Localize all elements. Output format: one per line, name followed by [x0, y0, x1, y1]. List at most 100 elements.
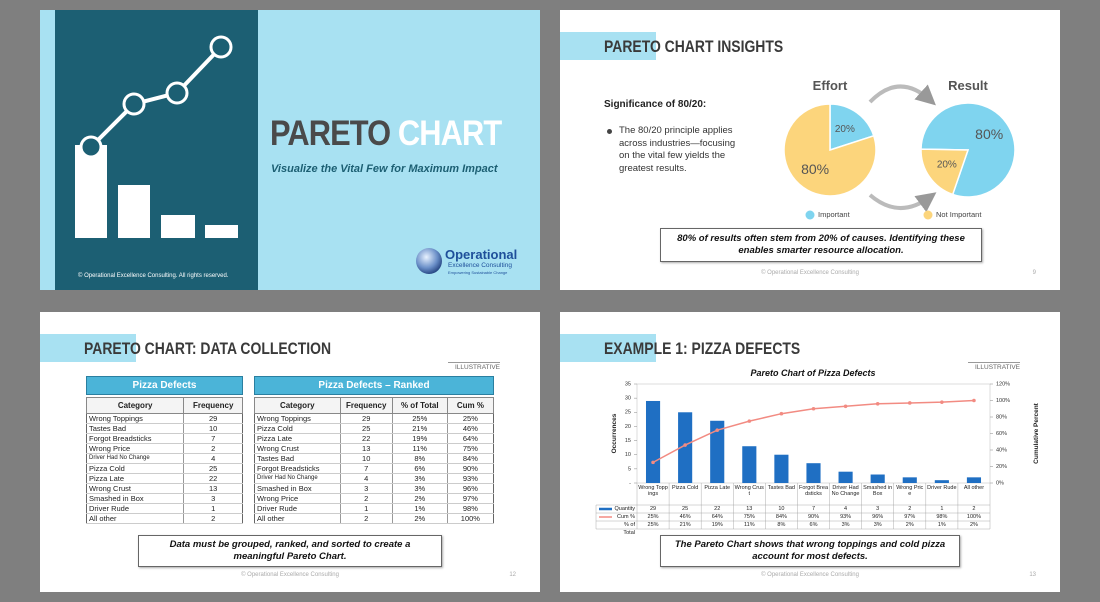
bar — [710, 420, 725, 483]
line-marker — [715, 428, 720, 432]
legend-label: Cum % — [616, 514, 635, 520]
table-cell: 96% — [872, 514, 884, 520]
slide-art: Effort 20% 80% Result 80% 20% Important Not Imp… — [783, 78, 1016, 220]
slide-title: EXAMPLE 1: PIZZA DEFECTS — [604, 339, 801, 358]
table-cell: 10 — [339, 453, 393, 464]
bar — [966, 477, 982, 483]
pie-title: Result — [948, 78, 988, 93]
table-cell: 75% — [446, 443, 494, 454]
line-marker — [940, 400, 944, 404]
header-cell: Category — [254, 397, 341, 414]
slide: PARETO CHART Visualize the Vital Few for… — [40, 10, 540, 290]
table-cell: 2% — [905, 522, 914, 528]
line-marker — [972, 398, 976, 403]
table-cell: 25% — [647, 514, 659, 520]
logo-line: Excellence Consulting — [448, 262, 512, 269]
line-marker — [875, 402, 880, 406]
table-cell: 29 — [339, 413, 393, 424]
table-cell: 25 — [183, 463, 243, 474]
pie-title: Effort — [813, 78, 848, 93]
table-cell: 2 — [339, 493, 393, 504]
table-cell: 11% — [391, 443, 448, 454]
table-cell: 97% — [904, 514, 916, 520]
pie-label: 80% — [801, 161, 829, 177]
chart-title: Pareto Chart of Pizza Defects — [750, 368, 875, 378]
page-number: 9 — [1032, 270, 1036, 276]
table-row: Driver Had No Change 4 3% 93% — [254, 473, 494, 484]
table-row: Forgot Breadsticks 7 — [86, 433, 243, 444]
table-title: Pizza Defects – Ranked — [254, 376, 494, 395]
arrow — [868, 192, 937, 213]
x-tick-label: Driver Had No Change — [831, 485, 860, 497]
table-cell: 13 — [183, 483, 243, 494]
table-cell: 2 — [972, 506, 976, 512]
icon-dot — [209, 35, 233, 59]
bar — [742, 446, 757, 483]
slide: Pareto Chart of Pizza Defects - 5 10 15 20 25 3… — [560, 312, 1060, 592]
pie-label: 20% — [835, 124, 855, 135]
table-cell: 3 — [339, 483, 393, 494]
table-cell: 25 — [682, 506, 689, 512]
logo-globe — [416, 248, 442, 274]
y2-tick-label: 60% — [996, 431, 1007, 437]
table-cell: 29 — [183, 413, 243, 424]
table-cell: 21% — [679, 522, 691, 528]
header-row: Category Frequency% of Total Cum % — [254, 397, 495, 414]
x-tick-label: Wrong Toppings — [638, 485, 668, 497]
footer: © Operational Excellence Consulting. All… — [78, 273, 229, 279]
table-cell: Forgot Breadsticks — [254, 463, 341, 474]
legend-label: Not Important — [936, 210, 982, 219]
table-cell: Pizza Late — [254, 433, 341, 444]
table-cell: 11% — [744, 522, 755, 528]
legend-label: Quantity — [614, 506, 635, 512]
table-cell: 90% — [807, 514, 819, 520]
x-tick-label: Tastes Bad — [767, 485, 795, 491]
table-cell: 64% — [446, 433, 494, 444]
footer: © Operational Excellence Consulting — [761, 572, 859, 578]
table-cell: 3% — [391, 473, 448, 484]
x-tick-label: Wrong Price — [896, 485, 924, 497]
x-tick-label: All other — [963, 485, 985, 491]
table-row: Tastes Bad 10 — [86, 423, 243, 434]
table-cell: 1 — [940, 506, 944, 512]
table-cell: 3% — [391, 483, 448, 494]
title-bar — [560, 334, 656, 362]
table-cell: 97% — [446, 493, 494, 504]
table-cell: Pizza Cold — [254, 423, 341, 434]
table-cell: 21% — [391, 423, 448, 434]
icon-bar — [75, 145, 107, 238]
line-marker — [747, 419, 752, 423]
bar — [902, 477, 917, 483]
table-cell: Pizza Cold — [86, 463, 184, 474]
table-cell: 6% — [391, 463, 448, 474]
y-tick-label: 25 — [625, 410, 631, 416]
table: Category Frequency Wrong Toppings 29 Tastes … — [85, 397, 243, 524]
slide-title: PARETO CHART: DATA COLLECTION — [84, 339, 332, 358]
table-row: All other 2 2% 100% — [254, 513, 494, 524]
table-cell: Wrong Price — [254, 493, 341, 504]
y2-axis-label: Cumulative Percent — [1033, 402, 1040, 464]
line-marker — [811, 406, 816, 411]
table-cell: 100% — [446, 513, 494, 524]
bar — [934, 480, 949, 483]
table-cell: 7 — [811, 506, 816, 512]
y2-tick-label: 120% — [996, 381, 1010, 387]
header-cell: Category — [85, 397, 185, 414]
y-tick-label: 10 — [625, 452, 631, 458]
table-cell: Wrong Crust — [254, 443, 341, 454]
table-cell: Forgot Breadsticks — [86, 433, 184, 444]
x-tick-label: Pizza Late — [704, 485, 731, 491]
y-tick-label: 35 — [625, 381, 631, 387]
table-cell: 1% — [937, 522, 946, 528]
table-cell: Wrong Price — [86, 443, 184, 454]
y-tick-label: 20 — [625, 424, 631, 430]
table-cell: 93% — [840, 514, 852, 520]
table-cell: 2% — [391, 513, 448, 524]
table-cell: 100% — [966, 514, 981, 520]
callout: 80% of results often stem from 20% of ca… — [660, 228, 982, 262]
tag: ILLUSTRATIVE — [968, 362, 1020, 371]
table-cell: 13 — [746, 506, 753, 512]
table-row: Wrong Toppings 29 — [86, 413, 243, 424]
